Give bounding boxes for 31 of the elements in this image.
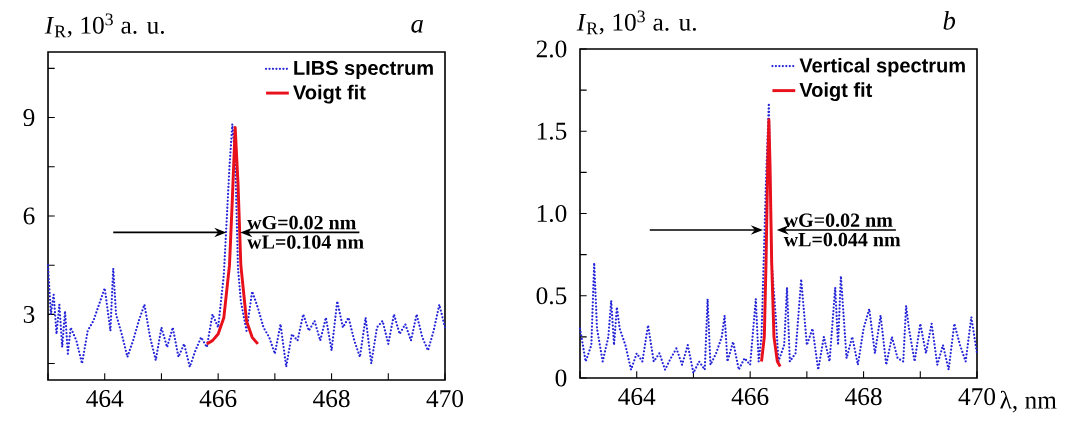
x-tick-label: 466	[199, 390, 237, 408]
y-tick-label: 0.5	[536, 287, 567, 305]
chart-title: b	[943, 10, 956, 30]
y-tick-label: 2.0	[536, 40, 567, 58]
y-axis-title: I$_{R}$, 10$^{3}$ a. u.	[44, 13, 164, 38]
x-tick-label: 468	[313, 390, 350, 408]
x-tick-label: 468	[845, 388, 882, 406]
x-tick-label: 466	[731, 388, 769, 406]
x-tick-label: 464	[86, 390, 124, 408]
annotation: wL=0.044 nm	[783, 232, 901, 247]
x-tick-label: 470	[958, 388, 996, 406]
y-axis-title: I$_{R}$, 10$^{3}$ a. u.	[576, 10, 696, 35]
y-tick-label: 1.0	[537, 204, 567, 223]
x-tick-label: 470	[426, 390, 464, 408]
line-series	[578, 102, 979, 375]
y-tick-label: 0	[555, 369, 567, 387]
y-tick-label: 1.5	[537, 122, 567, 140]
line-series	[760, 118, 782, 368]
annotation: wG=0.02 nm	[247, 215, 356, 230]
y-tick-label: 9	[23, 109, 35, 127]
annotation: wL=0.104 nm	[247, 235, 364, 249]
legend-label: LIBS spectrum	[294, 60, 433, 79]
x-axis-title: λ, nm	[1000, 390, 1057, 413]
legend-label: Voigt fit	[799, 82, 873, 102]
x-tick-label: 464	[618, 388, 656, 406]
y-tick-label: 3	[23, 305, 35, 323]
legend-label: Vertical spectrum	[799, 57, 965, 77]
y-tick-label: 6	[23, 207, 35, 225]
annotation: wG=0.02 nm	[783, 213, 893, 228]
legend-label: Voigt fit	[293, 84, 366, 104]
chart-title: a	[411, 19, 423, 33]
